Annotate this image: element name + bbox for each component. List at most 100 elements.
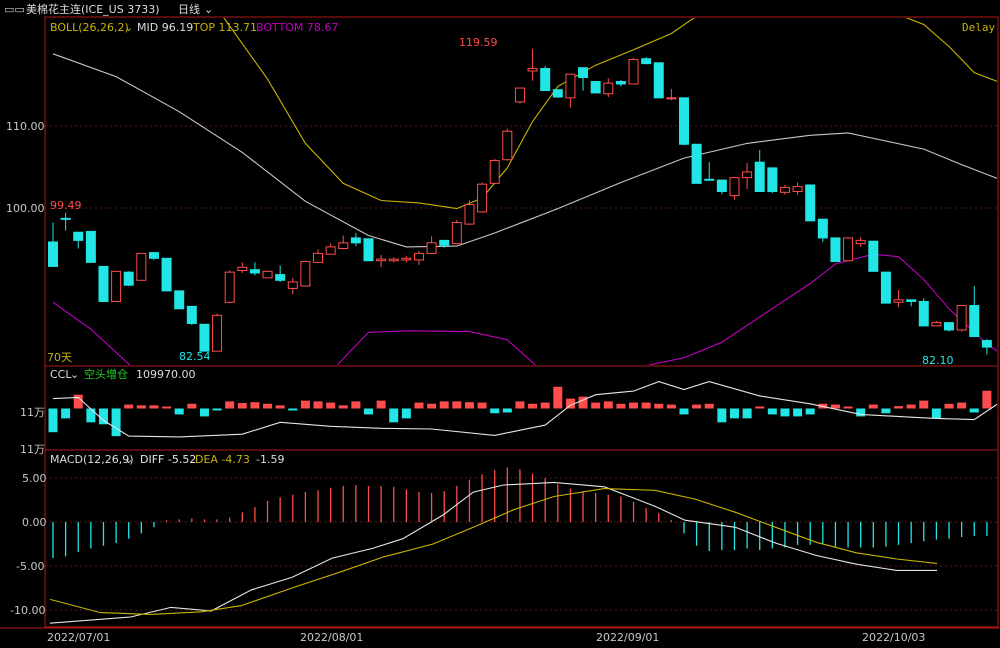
ccl-bar (591, 402, 601, 409)
ccl-bar (199, 408, 209, 417)
ccl-bar (881, 408, 891, 414)
candle-body (893, 299, 904, 303)
ccl-line (52, 381, 997, 438)
ccl-axis-tick: 11万 (20, 406, 45, 419)
candle-body (174, 290, 185, 310)
candle-body (224, 271, 235, 303)
chevron-down-icon[interactable]: ⌄ (124, 21, 133, 34)
candle-body (514, 87, 525, 103)
ccl-bar (48, 408, 58, 433)
candle-body (287, 281, 298, 289)
date-axis-tick: 2022/07/01 (47, 631, 110, 644)
candle-body (60, 217, 71, 220)
candle-body (578, 67, 589, 78)
ccl-bar (767, 408, 777, 415)
left-price-label: 99.49 (50, 199, 82, 212)
ccl-bar (729, 408, 739, 419)
ccl-bar (868, 404, 878, 409)
candle-body (300, 261, 311, 287)
ccl-bar (275, 405, 285, 409)
ccl-bar (894, 406, 904, 409)
candle-body (313, 252, 324, 263)
candle-body (880, 271, 891, 304)
candle-body (969, 305, 980, 337)
ccl-bar (515, 401, 525, 409)
candle-body (502, 130, 513, 161)
macd-indicator-name[interactable]: MACD(12,26,9) (50, 453, 134, 466)
candle-body (779, 186, 790, 193)
date-axis-tick: 2022/10/03 (862, 631, 925, 644)
ccl-bar (540, 402, 550, 409)
boll-top-line (223, 18, 997, 210)
candle-body (956, 305, 967, 331)
candle-body (603, 82, 614, 95)
candle-body (123, 271, 134, 286)
candle-body (161, 257, 172, 292)
candle-body (767, 167, 778, 192)
boll-mid-line (52, 53, 997, 248)
candle-body (552, 89, 563, 98)
candle-body (464, 204, 475, 225)
ccl-bar (528, 403, 538, 409)
candle-body (754, 161, 765, 192)
ccl-status-label: 空头增仓 (84, 367, 128, 381)
boll-mid-value: MID 96.19 (137, 21, 193, 34)
macd-axis-tick: 0.00 (22, 516, 47, 529)
candle-body (981, 340, 992, 348)
candle-body (540, 68, 551, 91)
candle-body (363, 238, 374, 262)
ccl-bar (364, 408, 373, 415)
date-axis-tick: 2022/08/01 (300, 631, 363, 644)
candle-body (906, 299, 917, 302)
ccl-bar (982, 390, 992, 409)
candle-body (249, 269, 260, 274)
ccl-indicator-name[interactable]: CCL (50, 368, 72, 381)
ccl-bar (338, 405, 348, 409)
chevron-down-icon[interactable]: ⌄ (124, 453, 133, 466)
ccl-bar (414, 402, 424, 409)
candle-body (666, 97, 677, 100)
chevron-down-icon[interactable]: ⌄ (204, 3, 213, 16)
ccl-bar (73, 394, 83, 409)
candle-body (641, 58, 652, 65)
menu-icon[interactable]: ▭▭ (4, 3, 25, 16)
candle-body (48, 241, 58, 267)
ccl-bar (679, 408, 689, 415)
ccl-bar (654, 403, 664, 409)
candle-body (111, 270, 122, 302)
ccl-bar (830, 404, 840, 409)
ccl-bar (250, 402, 260, 409)
candle-body (489, 160, 500, 184)
candle-body (325, 246, 336, 255)
candle-body (148, 252, 159, 259)
candle-body (843, 237, 854, 262)
candle-body (212, 314, 223, 352)
ccl-bar (149, 405, 159, 409)
ccl-bar (603, 401, 613, 409)
ccl-bar (212, 408, 222, 411)
low-price-label: 82.54 (179, 350, 211, 363)
boll-top-value: TOP 113.71 (192, 21, 257, 34)
ccl-bar (86, 408, 96, 423)
macd-diff-value: DIFF -5.52 (140, 453, 196, 466)
ccl-bar (477, 402, 487, 409)
macd-axis-tick: -10.00 (10, 604, 45, 617)
ccl-bar (805, 408, 815, 415)
chevron-down-icon[interactable]: ⌄ (70, 368, 79, 381)
candle-body (275, 274, 286, 281)
candle-body (679, 97, 689, 145)
boll-indicator-name[interactable]: BOLL(26,26,2) (50, 21, 129, 34)
ccl-axis-tick: 11万 (20, 443, 45, 456)
period-selector[interactable]: 日线 (178, 2, 200, 16)
ccl-bar (263, 403, 273, 409)
ccl-bar (692, 404, 702, 409)
ccl-bar (439, 401, 449, 409)
candle-body (704, 178, 715, 181)
candle-body (615, 81, 626, 85)
ccl-bar (780, 408, 790, 417)
ccl-bar (351, 401, 361, 409)
boll-bottom-line (52, 253, 997, 365)
ccl-bar (401, 408, 411, 419)
candle-body (199, 323, 210, 352)
candle-body (186, 305, 197, 324)
